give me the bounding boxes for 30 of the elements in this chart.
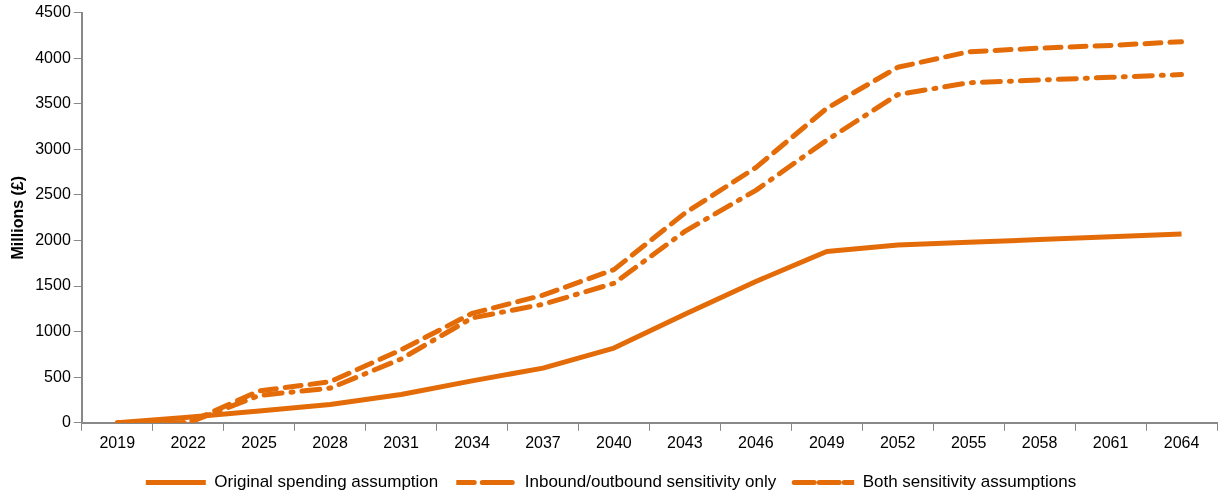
x-tick-label: 2064 [1163,433,1200,451]
y-tick-label: 2000 [35,230,71,248]
x-tick-label: 2058 [1021,433,1058,451]
y-tick-label: 4000 [35,48,71,66]
x-tick-label: 2061 [1092,433,1129,451]
y-tick-label: 2500 [35,185,71,203]
x-tick-label: 2043 [667,433,703,451]
x-tick-label: 2025 [241,433,278,451]
y-axis-title: Millions (£) [9,175,27,260]
y-tick-label: 0 [61,413,71,431]
y-tick-label: 3500 [35,94,71,112]
legend-label: Inbound/outbound sensitivity only [524,472,777,492]
x-tick-label: 2052 [879,433,916,451]
x-tick-label: 2031 [383,433,419,451]
x-tick-label: 2022 [170,433,207,451]
y-tick-label: 1000 [35,322,71,340]
x-tick-label: 2037 [525,433,561,451]
x-tick-label: 2034 [454,433,490,451]
x-tick-label: 2055 [950,433,987,451]
x-tick-label: 2040 [596,433,632,451]
x-tick-label: 2019 [99,433,136,451]
x-tick-label: 2028 [312,433,349,451]
y-tick-label: 1500 [35,276,71,294]
legend-label: Original spending assumption [214,472,439,492]
y-tick-label: 4500 [35,3,71,21]
legend-label: Both sensitivity assumptions [862,472,1077,492]
y-tick-label: 3000 [35,139,71,157]
x-tick-label: 2049 [808,433,845,451]
y-tick-label: 500 [44,367,71,385]
x-tick-label: 2046 [738,433,774,451]
